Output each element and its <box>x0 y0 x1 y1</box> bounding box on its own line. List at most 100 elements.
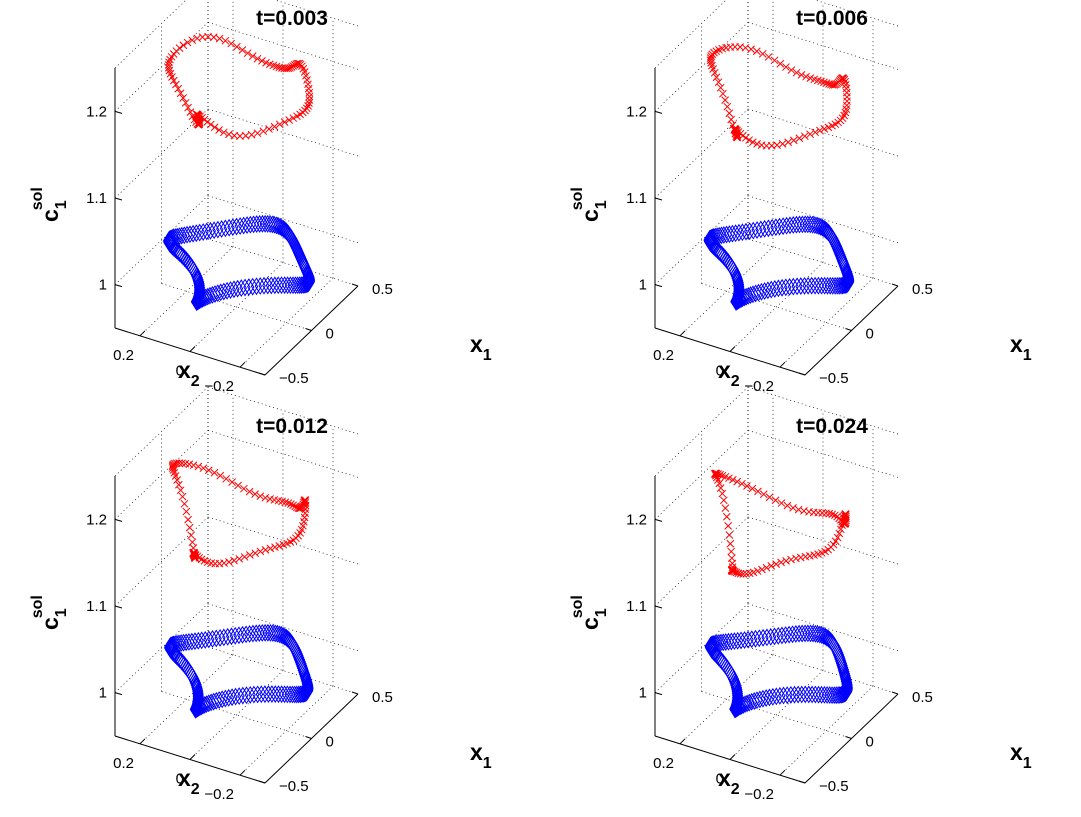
subplot-4-blue-marker-113 <box>799 685 811 704</box>
subplot-3-grid-z-side-1 <box>207 516 359 565</box>
subplot-1-grid-z-back-1 <box>114 108 209 199</box>
subplot-2-blue-marker-23 <box>736 223 748 242</box>
subplot-3-grid-y-floor-1 <box>189 670 284 760</box>
subplot-2-x2-tick-2 <box>679 330 686 337</box>
subplot-1-blue-marker-119 <box>279 276 291 295</box>
subplot-2-red-marker-31 <box>712 73 721 82</box>
subplot-1-blue-marker-165 <box>279 221 291 239</box>
subplot-3-red-marker-3 <box>261 493 270 502</box>
subplot-3-red-marker-12 <box>210 468 219 477</box>
subplot-4-red-marker-5 <box>789 503 797 512</box>
subplot-4-red-marker-69 <box>782 557 790 565</box>
subplot-1-x2-axis-label: x2 <box>178 357 200 390</box>
subplot-1-red-marker-87 <box>305 96 314 104</box>
subplot-2-red-marker-70 <box>784 138 793 147</box>
subplot-1-red-marker-16 <box>193 34 202 43</box>
subplot-4-red-marker-70 <box>787 555 795 564</box>
subplot-3-blue-marker-16 <box>222 627 234 646</box>
subplot-4-blue-marker-104 <box>767 687 779 706</box>
subplot-1-red-marker-77 <box>280 118 289 126</box>
subplot-2-red-marker-4 <box>797 71 806 79</box>
subplot-3-blue-marker-109 <box>244 685 256 704</box>
subplot-1-red-marker-86 <box>305 99 313 107</box>
subplot-4: t=0.024 −0.5 0 0.5 −0.2 0 0.2 1 1.1 1.2 x1 x2 c1sol <box>540 386 1080 816</box>
subplot-3-x1-tick-1 <box>305 736 312 739</box>
subplot-3-red-marker-29 <box>171 472 180 480</box>
subplot-3-red-marker-35 <box>182 507 191 516</box>
subplot-3-blue-marker-107 <box>237 686 249 705</box>
subplot-1-blue-marker-24 <box>194 223 206 242</box>
subplot-1-blue-marker-18 <box>216 220 228 238</box>
subplot-3-z-tick-label-1: 1.1 <box>86 598 107 615</box>
subplot-4-red-marker-12 <box>748 484 757 493</box>
subplot-1-top-edge-a <box>114 0 187 69</box>
subplot-3-red-marker-75 <box>271 543 279 552</box>
subplot-2-grid-y-floor-2 <box>679 246 774 337</box>
subplot-4-x1-tick-0 <box>798 780 806 784</box>
subplot-2-red-marker-11 <box>758 50 767 58</box>
subplot-1-red-marker-10 <box>227 39 236 48</box>
subplot-4-blue-marker-27 <box>722 632 735 651</box>
subplot-3-red-marker-15 <box>194 462 203 471</box>
subplot-4-blue-marker-163 <box>824 630 836 649</box>
subplot-4-red-marker-9 <box>765 493 774 502</box>
subplot-4-red-marker-11 <box>754 487 762 496</box>
subplot-3-blue-marker-3 <box>264 623 277 642</box>
subplot-2-top-edge-a <box>654 0 727 69</box>
subplot-2-x1-axis-label: x1 <box>1010 331 1032 364</box>
subplot-3-red-marker-104 <box>291 502 300 511</box>
subplot-1-red-marker-78 <box>285 116 294 124</box>
subplot-4-title: t=0.024 <box>796 415 868 438</box>
subplot-4-grid-z-back-1 <box>654 516 749 607</box>
subplot-1-blue-marker-16 <box>223 218 235 237</box>
subplot-2-z-tick-2 <box>654 110 663 114</box>
subplot-4-x1-tick-2 <box>891 691 899 695</box>
subplot-2: t=0.006 −0.5 0 0.5 −0.2 0 0.2 1 1.1 1.2 x1 x2 c1sol <box>540 0 1080 408</box>
subplot-2-blue-marker-18 <box>755 220 767 239</box>
subplot-4-red-marker-84 <box>835 529 844 538</box>
subplot-3-red-marker-73 <box>261 546 270 554</box>
subplot-1-x1-tick-0 <box>258 372 266 376</box>
subplot-4-red-marker-33 <box>719 496 728 505</box>
subplot-1-blue-marker-113 <box>258 276 270 295</box>
subplot-3-blue-marker-20 <box>206 629 219 648</box>
subplot-1-blue-marker-9 <box>247 215 260 234</box>
subplot-2-blue-marker-99 <box>750 284 762 303</box>
subplot-1-blue-marker-96 <box>202 287 214 306</box>
subplot-2-x1-tick-2 <box>891 283 899 287</box>
subplot-3-blue-marker-116 <box>269 685 281 704</box>
subplot-1-blue-marker-90 <box>193 291 205 310</box>
subplot-1-series-blue-diamond <box>163 214 316 311</box>
subplot-3-series-blue-diamond <box>164 623 314 719</box>
subplot-2-blue-marker-104 <box>765 280 777 299</box>
subplot-3-red-marker-38 <box>187 531 196 540</box>
subplot-4-blue-marker-120 <box>821 686 833 704</box>
subplot-3-x2-tick-0 <box>239 769 246 776</box>
subplot-4-red-marker-16 <box>728 475 737 484</box>
subplot-2-blue-marker-94 <box>738 288 750 307</box>
subplot-1-blue-marker-116 <box>269 276 281 295</box>
subplot-4-grid-y-floor-0 <box>779 685 874 776</box>
subplot-4-blue-marker-110 <box>788 685 801 704</box>
subplot-2-red-marker-64 <box>753 140 761 148</box>
subplot-2-red-marker-72 <box>795 134 804 143</box>
subplot-2-z-tick-0 <box>654 284 663 288</box>
subplot-2-red-marker-7 <box>782 63 790 71</box>
subplot-4-blue-marker-168 <box>816 626 828 645</box>
subplot-2-blue-marker-95 <box>740 287 752 306</box>
subplot-1-red-marker-27 <box>164 63 173 72</box>
subplot-2-series-red-x <box>706 42 851 150</box>
subplot-2-red-marker-32 <box>714 78 723 87</box>
subplot-3-x2-axis-label: x2 <box>178 765 200 798</box>
subplot-1-red-marker-79 <box>289 114 298 122</box>
subplot-3-blue-marker-102 <box>219 689 231 708</box>
subplot-3-red-marker-71 <box>251 549 260 558</box>
subplot-1-blue-marker-12 <box>238 216 250 235</box>
subplot-4-blue-marker-114 <box>803 685 815 704</box>
subplot-1-red-marker-37 <box>184 103 192 112</box>
subplot-4-blue-marker-22 <box>738 631 751 649</box>
subplot-4-blue-marker-167 <box>817 626 830 645</box>
subplot-1-x2-tick-2 <box>139 330 146 337</box>
subplot-1-red-marker-33 <box>174 84 183 93</box>
subplot-1-blue-marker-22 <box>201 222 213 241</box>
